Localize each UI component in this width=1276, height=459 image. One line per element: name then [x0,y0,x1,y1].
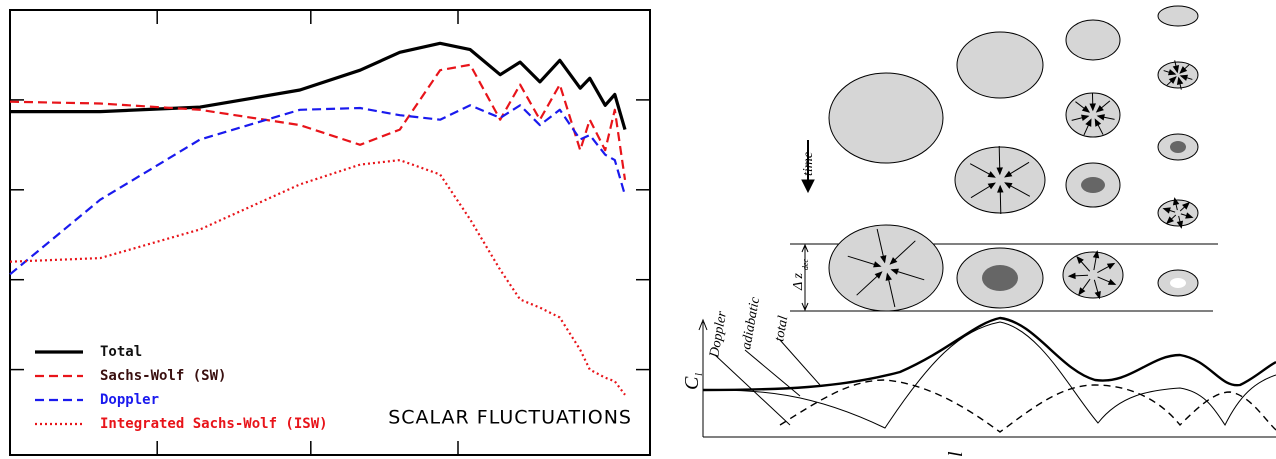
diagram [698,5,1276,438]
arrow-head [698,318,708,331]
arrows [847,60,1194,308]
perturbation [1065,19,1121,61]
arrow-head [889,257,898,265]
arrow-head [1078,287,1086,296]
arrow-head [1172,197,1180,206]
arrow-head [1076,256,1084,265]
arrow-head [1095,105,1104,113]
perturbation [956,31,1044,99]
plot-area: Total Sachs-Wolf (SW) Doppler Integrated Sa… [9,10,650,455]
arrow-head [1094,118,1102,127]
arrow-head [873,261,882,268]
arrow-head [1081,105,1091,113]
arrow-head [1096,114,1105,121]
plot-frame [9,9,651,456]
arrow-head [1089,103,1096,112]
series-line [10,41,627,131]
arrow-head [1182,201,1190,210]
arrow-head [997,184,1004,193]
y-axis-subscript: l [693,373,705,376]
arrow-head [1168,76,1177,84]
perturbation [828,72,944,164]
arrow-head [1167,69,1177,76]
legend-label: Integrated Sachs-Wolf (ISW) [100,416,328,432]
series-line [9,104,627,276]
perturbation [1062,251,1124,299]
arrow-head [1106,262,1116,270]
legend-label: Total [100,344,142,360]
dz-label: Δ z [791,273,806,291]
arrow-head [1179,66,1188,74]
arrow-head [1185,212,1194,219]
arrow-head [880,255,887,264]
leader [714,354,791,426]
core [1081,177,1105,193]
arrow-head [1176,76,1184,85]
time-label: time [801,152,816,176]
arrow-head [885,272,892,281]
arrow-head [1092,250,1100,259]
arrow-head [996,167,1003,176]
doppler-label: Doppler [707,310,730,360]
arrow-head [1176,220,1184,229]
arrow-head [890,268,899,275]
perturbation [954,146,1046,214]
series-line [9,63,627,181]
doppler-curve [779,379,1276,433]
core [982,265,1018,291]
perturbation [1157,61,1199,89]
leader [744,349,801,397]
arrow-head [1081,114,1090,121]
core [1170,278,1186,288]
arrow-head [1004,170,1013,178]
total-curve [702,316,1276,392]
adiabatic-curve [702,321,1276,429]
arrow-head [987,182,996,190]
arrow-head [987,171,996,178]
arrow-head [801,179,815,194]
arrow-head [1085,118,1092,127]
y-axis-label: C [681,376,703,390]
total-label: total [772,315,791,343]
arrow-head [1004,182,1013,189]
legend-label: Sachs-Wolf (SW) [100,368,226,384]
legend-label: Doppler [100,392,159,408]
x-axis-label: l [945,451,967,457]
arrow-head [801,243,809,312]
arrow-head [1166,216,1174,225]
arrow-head [1162,207,1171,214]
annotation: SCALAR FLUCTUATIONS [388,407,632,429]
arrow-head [874,271,883,279]
adiabatic-label: adiabatic [739,295,763,350]
perturbation [828,224,944,312]
arrow-head [1172,65,1180,74]
arrow-head [1179,74,1189,81]
leader [779,339,821,386]
perturbation [1157,199,1199,227]
arrow-head [1107,278,1117,285]
core [1170,141,1186,153]
perturbation [1157,5,1199,27]
dz-subscript: dec [801,258,810,270]
arrow-head [1067,272,1076,280]
arrow-head [1094,290,1101,300]
